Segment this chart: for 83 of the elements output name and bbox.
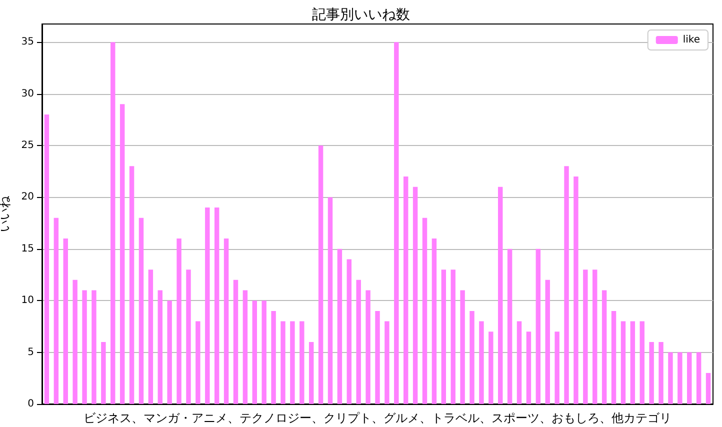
- y-tick-label: 20: [21, 192, 34, 203]
- bar: [262, 300, 266, 404]
- bar: [300, 321, 304, 404]
- bar: [63, 238, 68, 404]
- bar: [564, 166, 569, 404]
- bar: [488, 332, 494, 404]
- bar: [318, 145, 324, 404]
- bar: [450, 270, 456, 404]
- bar: [167, 300, 172, 404]
- bar: [214, 208, 220, 404]
- y-tick-label: 0: [28, 398, 34, 410]
- chart-title: 記事別いいね数: [312, 7, 410, 23]
- bar: [441, 270, 446, 404]
- bar: [82, 290, 87, 404]
- bar: [328, 197, 333, 404]
- bar: [271, 310, 276, 404]
- bar: [668, 352, 673, 404]
- bar: [101, 342, 106, 404]
- bar: [412, 186, 418, 404]
- bar: [366, 290, 370, 404]
- y-tick-label: 35: [21, 36, 34, 48]
- bar: [176, 238, 182, 404]
- bar: [308, 342, 314, 404]
- bar: [678, 352, 682, 404]
- bar: [640, 321, 644, 404]
- bar: [186, 270, 191, 404]
- bar: [92, 290, 96, 404]
- bar: [602, 290, 607, 404]
- bar: [384, 321, 390, 404]
- bar: [72, 280, 78, 404]
- bar: [242, 290, 248, 404]
- bar: [649, 342, 654, 404]
- bar: [526, 332, 532, 404]
- y-tick-label: 25: [21, 140, 34, 151]
- y-tick-label: 10: [21, 295, 34, 306]
- bar: [148, 270, 154, 404]
- x-axis-title: ビジネス、マンガ・アニメ、テクノロジー、クリプト、グルメ、トラベル、スポーツ、おもしろ、他カテゴリ: [84, 411, 672, 425]
- bar: [432, 238, 437, 404]
- bar: [470, 310, 474, 404]
- bar: [224, 238, 229, 404]
- bar: [403, 176, 408, 404]
- y-tick-label: 30: [21, 88, 34, 100]
- bar: [516, 321, 522, 404]
- bar: [205, 208, 210, 404]
- bar: [460, 290, 465, 404]
- bar: [422, 218, 428, 404]
- y-axis-title: いいね: [0, 195, 12, 232]
- bar: [706, 372, 711, 404]
- bar: [630, 321, 636, 404]
- bar: [592, 270, 598, 404]
- bar: [574, 176, 578, 404]
- legend-label: like: [682, 34, 700, 46]
- bar: [44, 114, 50, 404]
- bar: [583, 270, 588, 404]
- bar: [138, 218, 144, 404]
- bar: [54, 218, 59, 404]
- y-tick-label: 15: [21, 243, 34, 254]
- bar: [356, 280, 361, 404]
- bar: [611, 310, 616, 404]
- bar: [696, 352, 702, 404]
- bar: [394, 42, 399, 404]
- bar: [120, 104, 125, 404]
- bar: [252, 300, 258, 404]
- bar: [536, 248, 541, 404]
- bar: [280, 321, 286, 404]
- y-tick-label: 5: [28, 346, 34, 358]
- bar: [554, 332, 560, 404]
- bar: [687, 352, 692, 404]
- bar: [507, 248, 512, 404]
- bar: [479, 321, 484, 404]
- bar: [658, 342, 664, 404]
- bar: [498, 186, 503, 404]
- bar: [110, 42, 116, 404]
- bar: [337, 248, 342, 404]
- bar: [158, 290, 162, 404]
- bar: [375, 310, 380, 404]
- bar: [196, 321, 200, 404]
- bar: [346, 259, 352, 404]
- bar: [233, 280, 238, 404]
- bar: [545, 280, 550, 404]
- bar: [129, 166, 134, 404]
- bar: [290, 321, 295, 404]
- bar: [620, 321, 626, 404]
